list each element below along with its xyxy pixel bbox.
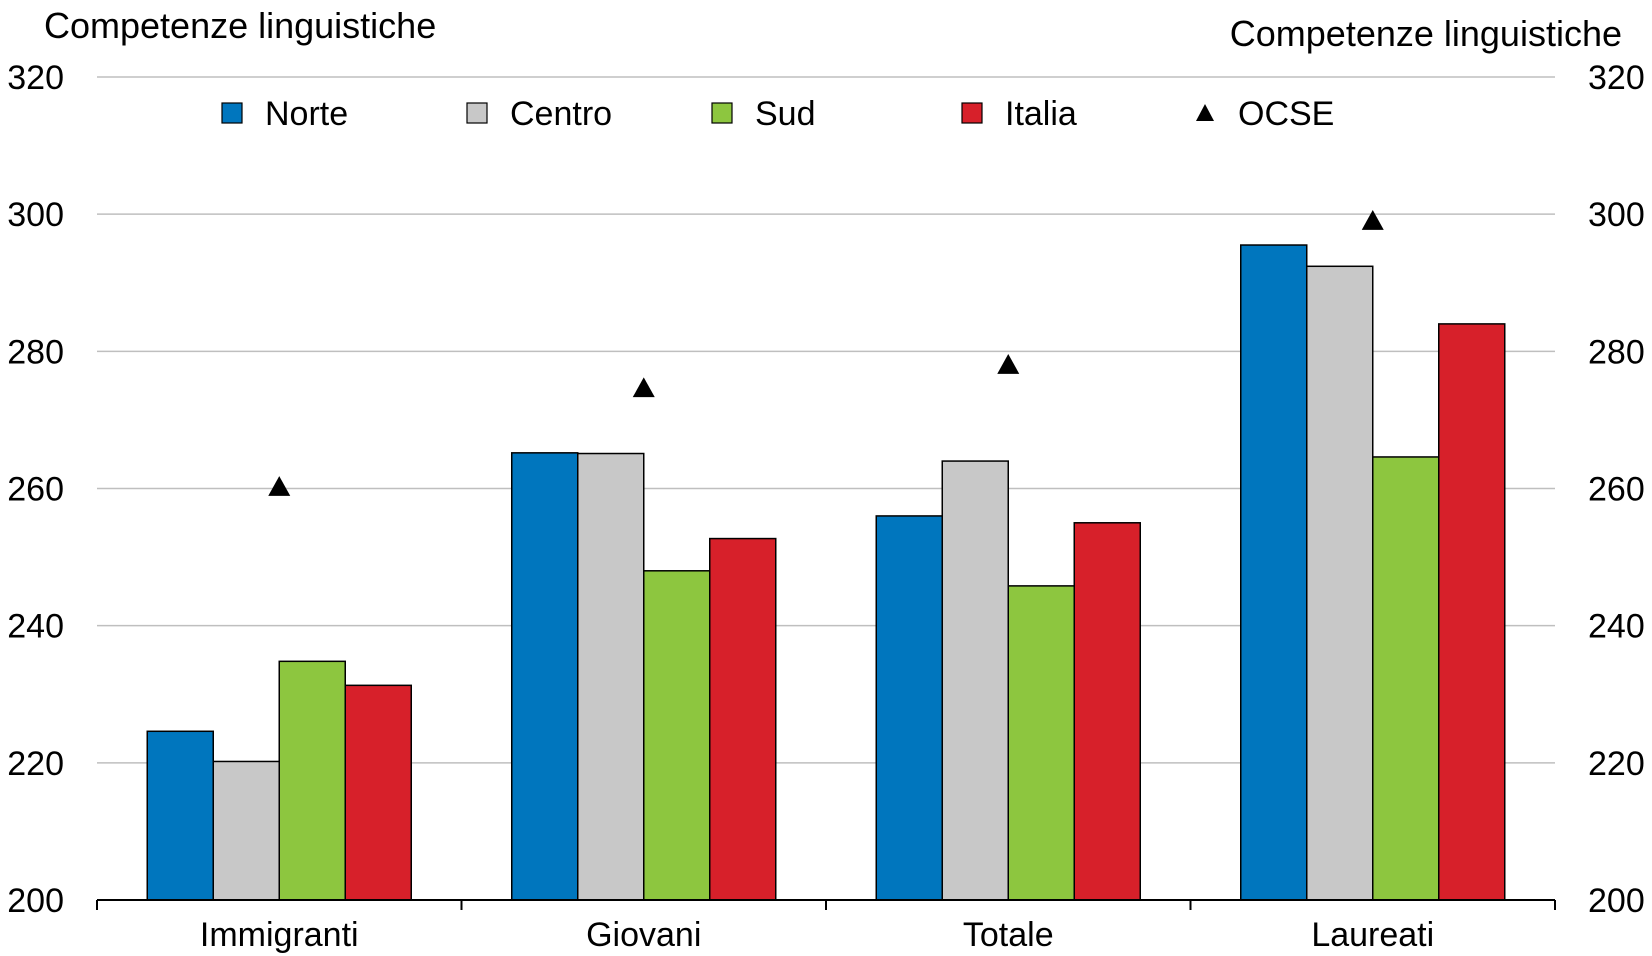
- legend-swatch-ocse: [1196, 104, 1214, 121]
- bar-norte-laureati: [1240, 244, 1308, 901]
- y-tick-right-220: 220: [1588, 745, 1645, 783]
- marker-ocse-giovani: [632, 377, 655, 398]
- legend: Norte Centro Sud Italia OCSE: [221, 95, 1334, 133]
- bar-centro-totale: [941, 460, 1009, 901]
- legend-label-ocse: OCSE: [1238, 95, 1334, 133]
- bar-sud-laureati: [1372, 456, 1440, 901]
- bar-norte-totale: [875, 515, 943, 901]
- bar-centro-laureati: [1306, 265, 1374, 901]
- right-axis-title: Competenze linguistiche: [1230, 13, 1622, 54]
- y-tick-left-220: 220: [7, 745, 64, 783]
- legend-label-italia: Italia: [1005, 95, 1077, 133]
- y-tick-left-240: 240: [7, 608, 64, 646]
- bar-centro-immigranti: [212, 760, 280, 901]
- y-tick-right-200: 200: [1588, 882, 1645, 920]
- ocse-markers: [268, 210, 1384, 496]
- bar-norte-giovani: [511, 452, 579, 901]
- bar-italia-giovani: [709, 537, 777, 901]
- x-label-immigranti: Immigranti: [200, 916, 359, 954]
- legend-swatch-sud: [711, 102, 733, 124]
- bar-centro-giovani: [577, 452, 645, 901]
- left-axis-title: Competenze linguistiche: [44, 5, 436, 46]
- y-tick-right-300: 300: [1588, 196, 1645, 234]
- bar-sud-immigranti: [278, 660, 346, 901]
- marker-ocse-immigranti: [268, 476, 291, 496]
- y-tick-left-300: 300: [7, 196, 64, 234]
- y-tick-right-280: 280: [1588, 333, 1645, 371]
- x-label-totale: Totale: [963, 916, 1054, 954]
- legend-label-norte: Norte: [265, 95, 348, 133]
- marker-ocse-totale: [997, 354, 1020, 374]
- bars: [146, 244, 1506, 901]
- bar-norte-immigranti: [146, 730, 214, 901]
- bar-sud-giovani: [643, 570, 711, 901]
- y-tick-left-260: 260: [7, 471, 64, 509]
- y-tick-left-320: 320: [7, 59, 64, 97]
- legend-swatch-centro: [466, 102, 488, 124]
- x-label-laureati: Laureati: [1311, 916, 1434, 954]
- legend-label-sud: Sud: [755, 95, 816, 133]
- bar-italia-laureati: [1438, 323, 1506, 901]
- bar-sud-totale: [1007, 585, 1075, 901]
- y-tick-left-200: 200: [7, 882, 64, 920]
- y-tick-right-260: 260: [1588, 471, 1645, 509]
- y-tick-right-240: 240: [1588, 608, 1645, 646]
- axes: 200 200 220 220 240 240 260 260 280 280 300 300 320 3…: [7, 59, 1644, 954]
- legend-swatch-italia: [961, 102, 983, 124]
- y-tick-right-320: 320: [1588, 59, 1645, 97]
- y-tick-left-280: 280: [7, 333, 64, 371]
- bar-italia-immigranti: [344, 684, 412, 901]
- marker-ocse-laureati: [1361, 210, 1384, 230]
- legend-swatch-norte: [221, 102, 243, 124]
- legend-label-centro: Centro: [510, 95, 612, 133]
- x-label-giovani: Giovani: [586, 916, 701, 954]
- bar-italia-totale: [1073, 522, 1141, 901]
